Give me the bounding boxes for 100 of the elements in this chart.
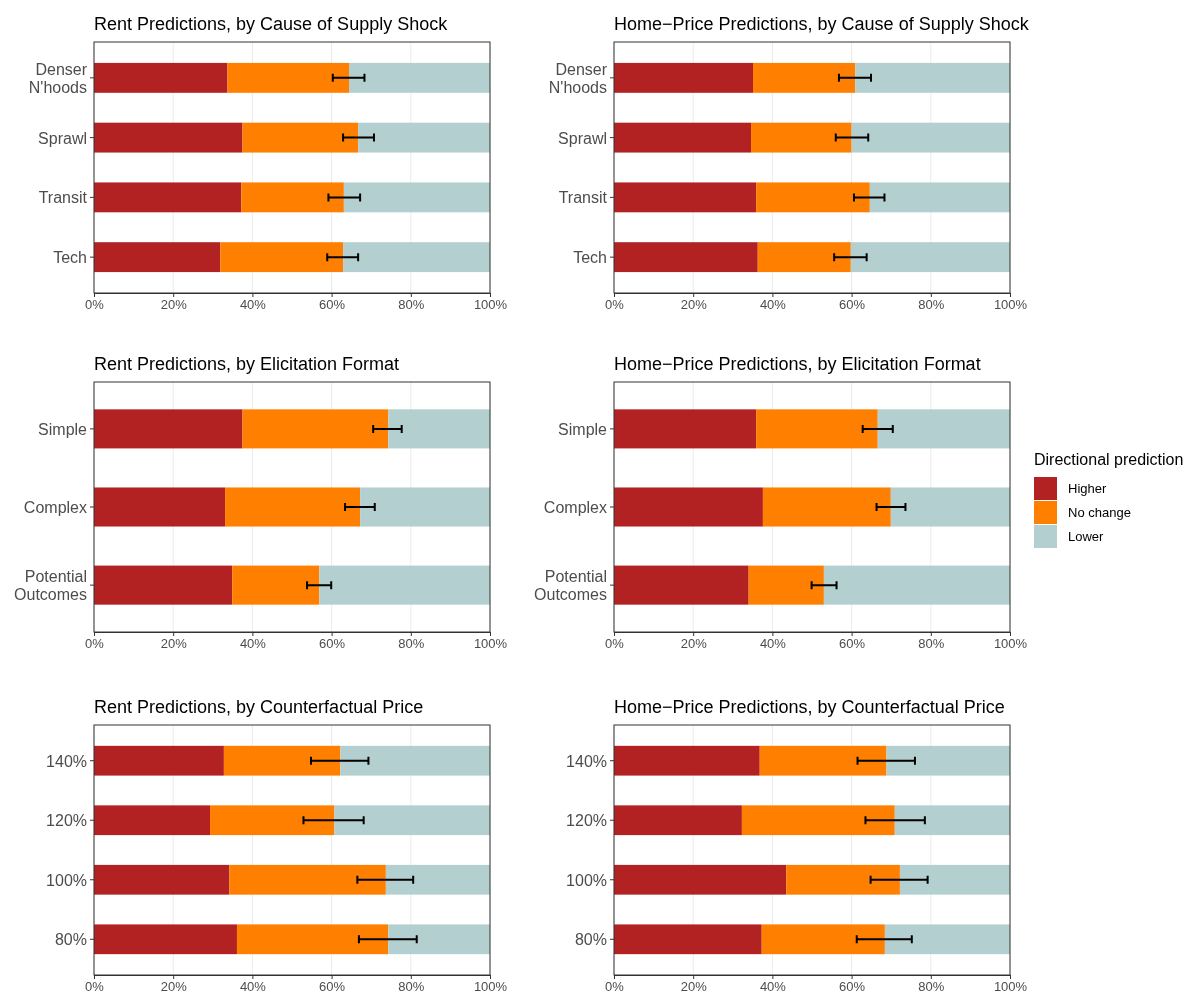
bar [223, 745, 341, 776]
bar [759, 745, 887, 776]
bar [614, 122, 752, 153]
bar [319, 565, 490, 605]
bar [232, 565, 320, 605]
x-tick-label: 60% [839, 297, 866, 313]
legend-title: Directional prediction [1034, 451, 1184, 468]
x-tick-label: 0% [85, 979, 105, 995]
x-tick-label: 20% [160, 297, 188, 313]
bar [343, 182, 490, 213]
y-tick-label: Simple [38, 420, 88, 438]
bar [761, 924, 885, 955]
x-tick-label: 40% [759, 297, 787, 313]
x-tick-label: 60% [319, 979, 346, 995]
bar [94, 745, 224, 776]
x-tick-label: 100% [473, 979, 508, 995]
bar [227, 62, 350, 93]
x-tick-label: 0% [605, 636, 625, 652]
x-tick-label: 20% [680, 297, 708, 313]
bar [890, 487, 1010, 527]
bar [614, 182, 757, 213]
x-tick-label: 100% [473, 636, 508, 652]
legend-label: Lower [1068, 529, 1105, 544]
x-tick-label: 20% [680, 979, 708, 995]
x-tick-label: 100% [993, 979, 1028, 995]
bar [241, 182, 344, 213]
bar [614, 62, 753, 93]
x-tick-label: 20% [160, 979, 188, 995]
bar [756, 182, 870, 213]
x-tick-label: 60% [319, 636, 346, 652]
chart-title: Home−Price Predictions, by Cause of Supply Shock [614, 14, 1030, 34]
x-tick-label: 40% [759, 636, 787, 652]
bar [823, 565, 1010, 605]
y-tick-label: 140% [566, 752, 607, 770]
bar [334, 805, 490, 836]
bar [385, 864, 490, 895]
x-tick-label: 0% [85, 636, 105, 652]
y-tick-label: 100% [46, 871, 87, 889]
y-tick-label: 80% [54, 931, 87, 949]
chart-title: Home−Price Predictions, by Counterfactual Price [614, 697, 1005, 717]
bar [851, 122, 1010, 153]
y-tick-label: 100% [566, 871, 607, 889]
x-tick-label: 40% [759, 979, 787, 995]
y-tick-label: Complex [543, 499, 607, 516]
y-tick-label: Complex [23, 499, 87, 516]
bar [94, 805, 211, 836]
bar [94, 182, 242, 213]
y-tick-label: Potential Outcomes [14, 568, 87, 604]
bar [748, 565, 824, 605]
x-tick-label: 0% [605, 297, 625, 313]
bar [614, 565, 749, 605]
x-tick-label: 100% [993, 636, 1028, 652]
bar [855, 62, 1010, 93]
bar [360, 487, 490, 527]
bar [614, 805, 742, 836]
x-tick-label: 40% [239, 636, 267, 652]
x-tick-label: 40% [239, 297, 267, 313]
x-tick-label: 0% [605, 979, 625, 995]
bar [753, 62, 856, 93]
bar [614, 864, 787, 895]
y-tick-label: 80% [574, 931, 607, 949]
bar [94, 565, 233, 605]
bar [756, 409, 878, 449]
x-tick-label: 100% [473, 297, 508, 313]
bar [242, 122, 359, 153]
bar [388, 924, 490, 955]
chart-title: Rent Predictions, by Elicitation Format [94, 354, 400, 374]
x-tick-label: 0% [85, 297, 105, 313]
bar [899, 864, 1010, 895]
bar [762, 487, 891, 527]
bar [343, 242, 490, 273]
y-tick-label: 120% [46, 812, 87, 830]
y-tick-label: 120% [566, 812, 607, 830]
x-tick-label: 80% [918, 979, 945, 995]
bar [850, 242, 1010, 273]
bar [236, 924, 389, 955]
chart-title: Rent Predictions, by Cause of Supply Shock [94, 14, 449, 34]
x-tick-label: 60% [319, 297, 346, 313]
y-tick-label: Denser N'hoods [28, 60, 88, 96]
bar [884, 924, 1010, 955]
bar [94, 864, 230, 895]
y-tick-label: Denser N'hoods [548, 60, 608, 96]
bar [94, 62, 228, 93]
y-tick-label: Tech [573, 249, 607, 267]
y-tick-label: Potential Outcomes [534, 568, 607, 604]
bar [886, 745, 1010, 776]
bar [210, 805, 335, 836]
bar [877, 409, 1010, 449]
x-tick-label: 80% [398, 979, 425, 995]
bar [614, 242, 758, 273]
bar [220, 242, 344, 273]
legend-label: No change [1068, 505, 1131, 520]
bar [388, 409, 490, 449]
bar [751, 122, 852, 153]
bar [94, 242, 221, 273]
x-tick-label: 20% [680, 636, 708, 652]
bar [786, 864, 900, 895]
y-tick-label: Tech [53, 249, 87, 267]
bar [94, 122, 243, 153]
y-tick-label: Transit [558, 189, 608, 207]
